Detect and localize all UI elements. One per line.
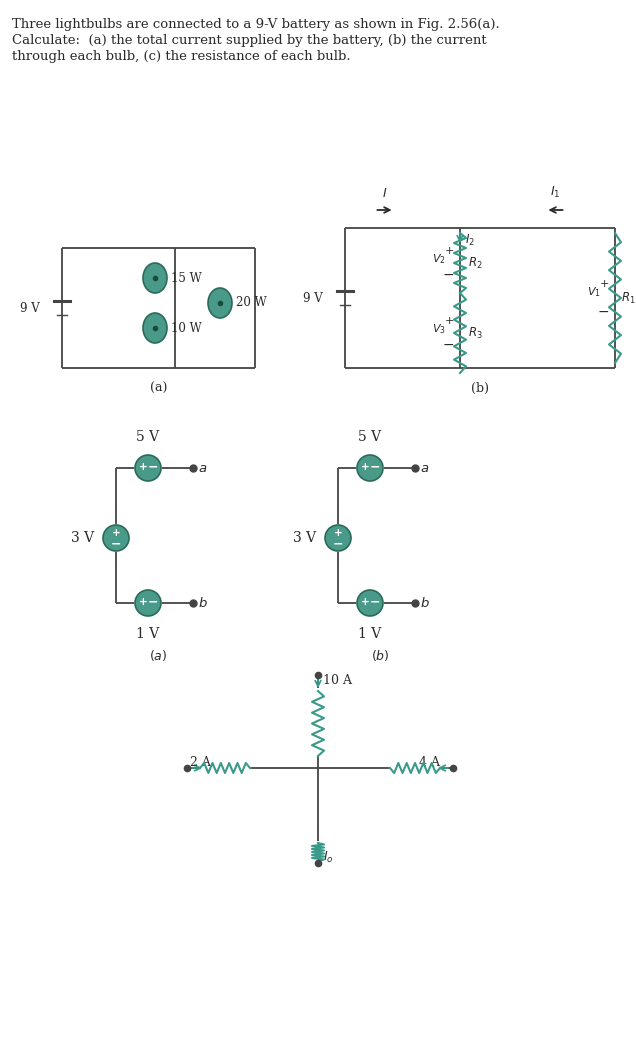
Text: Calculate:  (a) the total current supplied by the battery, (b) the current: Calculate: (a) the total current supplie… bbox=[12, 34, 487, 47]
Text: $a$: $a$ bbox=[198, 462, 207, 474]
Text: through each bulb, (c) the resistance of each bulb.: through each bulb, (c) the resistance of… bbox=[12, 50, 350, 63]
Text: +: + bbox=[112, 528, 120, 538]
Text: $V_2$: $V_2$ bbox=[432, 252, 446, 266]
Circle shape bbox=[357, 590, 383, 616]
Text: −: − bbox=[597, 305, 609, 319]
Text: $b$: $b$ bbox=[198, 596, 208, 610]
Text: 9 V: 9 V bbox=[20, 301, 40, 315]
Text: $I_o$: $I_o$ bbox=[323, 849, 334, 865]
Text: $a$: $a$ bbox=[420, 462, 429, 474]
Text: 20 W: 20 W bbox=[236, 297, 266, 309]
Text: 10 A: 10 A bbox=[323, 675, 352, 687]
Circle shape bbox=[135, 590, 161, 616]
Circle shape bbox=[357, 455, 383, 481]
Text: $I_2$: $I_2$ bbox=[465, 233, 475, 247]
Text: 4 A: 4 A bbox=[419, 756, 440, 769]
Text: $V_1$: $V_1$ bbox=[587, 285, 601, 299]
Text: +: + bbox=[139, 462, 148, 472]
Text: $(a)$: $(a)$ bbox=[149, 648, 167, 663]
Text: 15 W: 15 W bbox=[171, 272, 202, 284]
Text: $V_3$: $V_3$ bbox=[432, 322, 446, 336]
Text: 5 V: 5 V bbox=[359, 430, 382, 444]
Text: −: − bbox=[148, 596, 158, 608]
Ellipse shape bbox=[143, 263, 167, 293]
Text: +: + bbox=[361, 462, 370, 472]
Text: $R_2$: $R_2$ bbox=[468, 255, 483, 271]
Circle shape bbox=[325, 525, 351, 551]
Text: $R_1$: $R_1$ bbox=[621, 291, 635, 305]
Ellipse shape bbox=[143, 313, 167, 343]
Circle shape bbox=[135, 455, 161, 481]
Text: $(b)$: $(b)$ bbox=[371, 648, 389, 663]
Text: Three lightbulbs are connected to a 9-V battery as shown in Fig. 2.56(a).: Three lightbulbs are connected to a 9-V … bbox=[12, 18, 500, 31]
Text: −: − bbox=[370, 596, 380, 608]
Text: −: − bbox=[370, 461, 380, 473]
Text: $b$: $b$ bbox=[420, 596, 430, 610]
Text: $I_1$: $I_1$ bbox=[550, 185, 561, 200]
Text: 9 V: 9 V bbox=[303, 292, 323, 304]
Text: (a): (a) bbox=[150, 382, 167, 395]
Circle shape bbox=[103, 525, 129, 551]
Text: −: − bbox=[111, 538, 121, 550]
Text: −: − bbox=[443, 268, 454, 282]
Text: −: − bbox=[148, 461, 158, 473]
Text: (b): (b) bbox=[471, 382, 489, 395]
Text: +: + bbox=[445, 246, 454, 256]
Text: $R_3$: $R_3$ bbox=[468, 326, 483, 340]
Text: −: − bbox=[333, 538, 343, 550]
Ellipse shape bbox=[208, 288, 232, 318]
Text: 1 V: 1 V bbox=[358, 627, 382, 641]
Text: +: + bbox=[334, 528, 342, 538]
Text: 5 V: 5 V bbox=[137, 430, 160, 444]
Text: 3 V: 3 V bbox=[293, 531, 316, 545]
Text: +: + bbox=[600, 279, 609, 289]
Text: +: + bbox=[445, 316, 454, 326]
Text: $I$: $I$ bbox=[382, 187, 387, 200]
Text: 2 A: 2 A bbox=[190, 756, 211, 769]
Text: 3 V: 3 V bbox=[71, 531, 94, 545]
Text: −: − bbox=[443, 338, 454, 352]
Text: +: + bbox=[139, 597, 148, 607]
Text: +: + bbox=[361, 597, 370, 607]
Text: 10 W: 10 W bbox=[171, 322, 202, 334]
Text: 1 V: 1 V bbox=[136, 627, 160, 641]
